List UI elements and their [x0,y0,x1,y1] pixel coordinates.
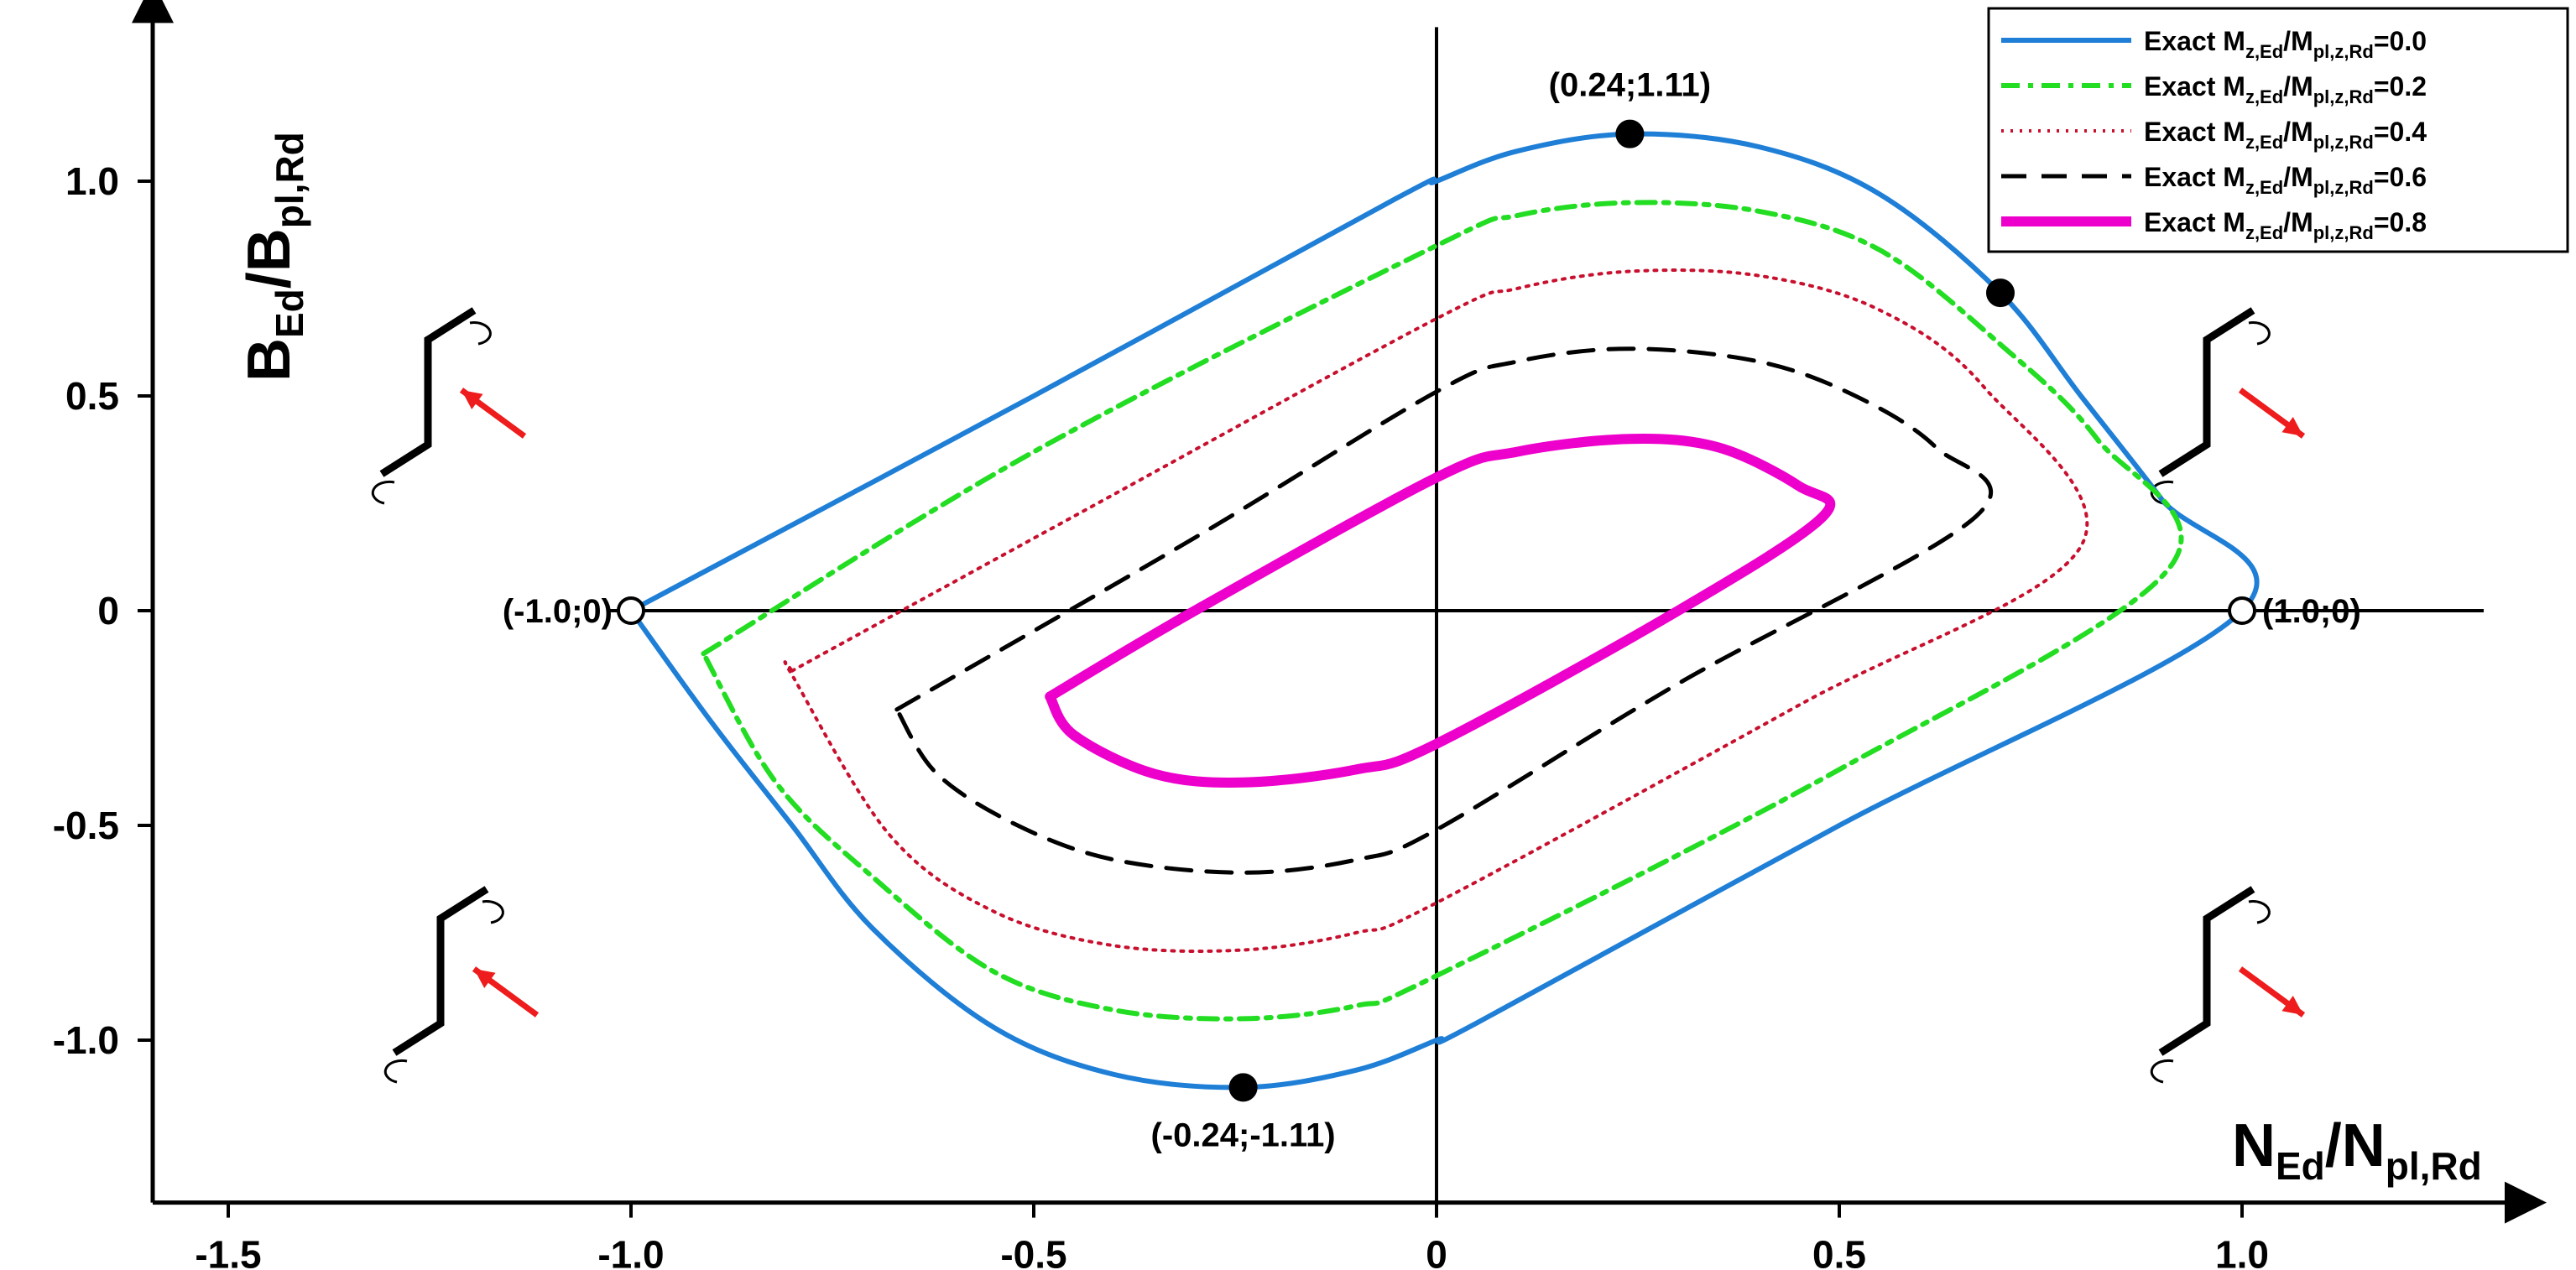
x-tick-label: 1.0 [2215,1233,2269,1270]
legend-label-part: Exact M [2144,71,2245,101]
legend-label-part: /M [2283,117,2313,147]
rotation-arrow-top [2248,321,2271,346]
legend-label-part: z,Ed [2245,222,2283,243]
legend-label-part: =0.2 [2374,71,2427,101]
y-axis-title: BEd/Bpl,Rd [236,132,311,382]
point-marker-2 [617,596,645,625]
quadrant-icon-upper-right [2150,307,2306,505]
legend-label-part: =0.8 [2374,207,2427,237]
point-label-0: (0.24;1.11) [1549,67,1711,104]
rotation-arrow-top [482,900,504,924]
x-tick-label: -0.5 [1000,1233,1066,1270]
legend-label-part: z,Ed [2245,177,2283,198]
legend-label-part: Exact M [2144,26,2245,56]
quadrant-icons [371,307,2306,1084]
point-label-3: (1.0;0) [2262,593,2361,630]
rotation-arrow-top [2248,900,2271,924]
rotation-arrow-bottom [371,480,395,505]
section-sketch [379,307,477,477]
force-arrow-head [2281,996,2303,1015]
legend-label-part: pl,z,Rd [2313,177,2374,198]
legend-label-part: =0.0 [2374,26,2427,56]
markers-layer: (0.24;1.11) (-0.24;-1.11) (-1.0;0) (1.0;0) [503,67,2361,1154]
legend-label-part: Exact M [2144,117,2245,147]
axis-titles: NEd/Npl,Rd BEd/Bpl,Rd [236,132,2482,1188]
rotation-arrow-bottom [2150,1059,2174,1084]
legend-label-part: pl,z,Rd [2313,222,2374,243]
quadrant-icon-upper-left [371,307,527,505]
legend-label-part: Exact M [2144,207,2245,237]
y-axis-title-slash: /B [236,228,303,289]
legend-label-part: z,Ed [2245,41,2283,62]
legend-label-2: Exact Mz,Ed/Mpl,z,Rd=0.4 [2144,117,2427,153]
legend-label-part: /M [2283,162,2313,192]
axes: -1.5 -1.0 -0.5 0 0.5 1.0 -1.0 -0.5 0 0.5 1.0 [53,0,2547,1270]
legend-label-1: Exact Mz,Ed/Mpl,z,Rd=0.2 [2144,71,2427,107]
rotation-arrow-top [469,321,492,346]
point-label-2: (-1.0;0) [503,593,613,630]
legend-label-part: /M [2283,71,2313,101]
legend-label-4: Exact Mz,Ed/Mpl,z,Rd=0.8 [2144,207,2427,243]
section-sketch [2158,886,2255,1056]
point-marker-1 [1228,1073,1258,1102]
y-tick-label: 0 [97,589,119,632]
series-line-3 [894,346,1993,875]
point-marker-3 [2228,596,2256,625]
section-sketch [392,886,489,1056]
force-arrow-head [474,969,496,988]
legend-label-3: Exact Mz,Ed/Mpl,z,Rd=0.6 [2144,162,2427,198]
force-arrow-head [2281,417,2303,436]
y-axis-title-sub1: Ed [268,289,311,338]
point-label-1: (-0.24;-1.11) [1151,1116,1336,1153]
x-axis-title-slash: /N [2325,1112,2386,1179]
x-axis-title: NEd/Npl,Rd [2232,1112,2482,1188]
legend-label-part: z,Ed [2245,86,2283,107]
x-tick-label: 0.5 [1812,1233,1866,1270]
legend-label-part: =0.4 [2374,117,2427,147]
x-axis-title-sub2: pl,Rd [2386,1144,2482,1188]
x-tick-label: -1.0 [597,1233,664,1270]
legend-label-part: Exact M [2144,162,2245,192]
series-line-1 [701,200,2184,1022]
legend-label-part: z,Ed [2245,132,2283,153]
section-sketch [2158,307,2255,477]
rotation-arrow-bottom [383,1059,408,1084]
series-layer [628,131,2260,1090]
force-arrow-head [461,390,483,409]
y-tick-label: 1.0 [65,159,119,203]
x-tick-label: -1.5 [195,1233,261,1270]
y-tick-label: -0.5 [53,804,119,847]
legend-label-part: /M [2283,26,2313,56]
legend-label-part: pl,z,Rd [2313,86,2374,107]
point-marker-4 [1986,278,2015,308]
y-axis-title-sub2: pl,Rd [268,132,311,228]
y-axis-title-main: B [236,338,303,382]
series-line-2 [783,268,2089,953]
quadrant-icon-lower-left [383,886,540,1084]
legend-label-part: /M [2283,207,2313,237]
x-axis-title-sub1: Ed [2276,1144,2325,1188]
legend-label-part: =0.6 [2374,162,2427,192]
legend-label-part: pl,z,Rd [2313,41,2374,62]
y-tick-label: 0.5 [65,374,119,418]
series-line-4 [1045,434,1836,788]
y-tick-label: -1.0 [53,1018,119,1062]
x-axis-title-main: N [2232,1112,2276,1179]
point-marker-0 [1615,119,1645,148]
legend-label-0: Exact Mz,Ed/Mpl,z,Rd=0.0 [2144,26,2427,62]
x-tick-label: 0 [1426,1233,1447,1270]
quadrant-icon-lower-right [2150,886,2306,1084]
legend-label-part: pl,z,Rd [2313,132,2374,153]
